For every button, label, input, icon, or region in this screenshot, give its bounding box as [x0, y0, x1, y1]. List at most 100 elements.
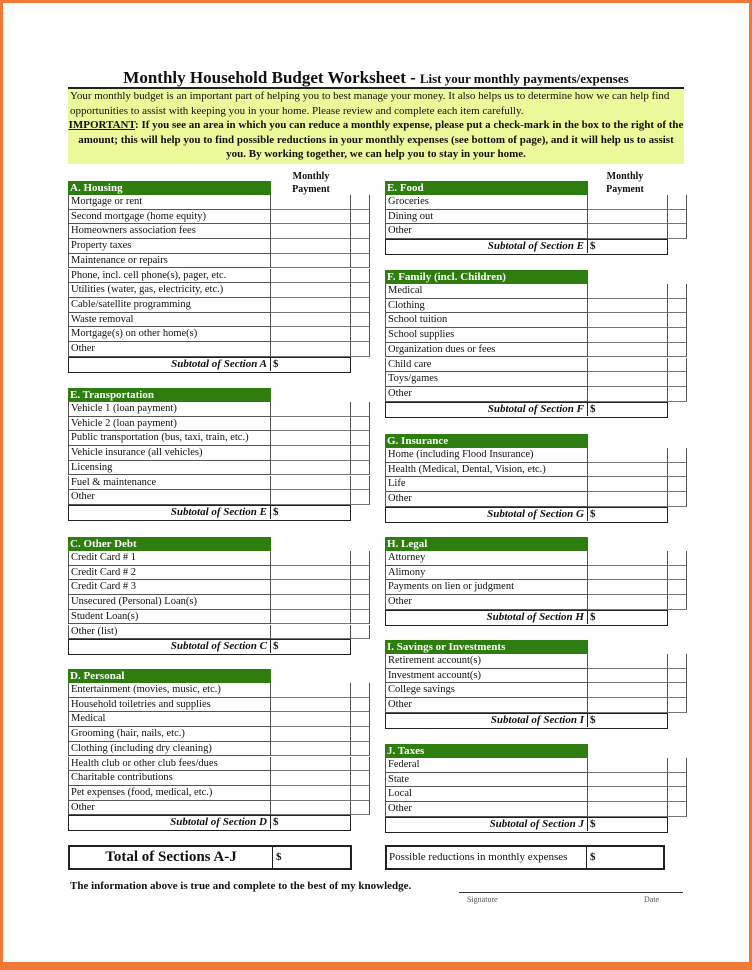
amount-input[interactable]: [271, 490, 351, 505]
amount-input[interactable]: [271, 741, 351, 757]
reduction-checkbox[interactable]: [351, 297, 370, 313]
amount-input[interactable]: [588, 298, 668, 314]
reduction-checkbox[interactable]: [351, 431, 370, 447]
reduction-checkbox[interactable]: [351, 268, 370, 284]
reduction-checkbox[interactable]: [351, 475, 370, 491]
reduction-checkbox[interactable]: [351, 609, 370, 625]
reduction-checkbox[interactable]: [351, 624, 370, 640]
amount-input[interactable]: [271, 224, 351, 240]
amount-input[interactable]: [271, 195, 351, 210]
reduction-checkbox[interactable]: [351, 283, 370, 298]
reduction-checkbox[interactable]: [668, 448, 687, 463]
amount-input[interactable]: [271, 416, 351, 432]
reduction-checkbox[interactable]: [668, 298, 687, 314]
amount-input[interactable]: [588, 342, 668, 358]
amount-input[interactable]: [271, 771, 351, 786]
reduction-checkbox[interactable]: [668, 313, 687, 329]
reduction-checkbox[interactable]: [351, 595, 370, 610]
reduction-checkbox[interactable]: [668, 477, 687, 493]
reduction-checkbox[interactable]: [668, 328, 687, 343]
reduction-checkbox[interactable]: [351, 239, 370, 254]
reduction-checkbox[interactable]: [351, 342, 370, 357]
reduction-checkbox[interactable]: [668, 492, 687, 507]
amount-input[interactable]: [271, 756, 351, 772]
reduction-checkbox[interactable]: [351, 224, 370, 240]
amount-input[interactable]: [588, 758, 668, 773]
amount-input[interactable]: [271, 402, 351, 417]
reduction-checkbox[interactable]: [351, 312, 370, 328]
reduction-checkbox[interactable]: [351, 800, 370, 816]
amount-input[interactable]: [588, 580, 668, 596]
reduction-checkbox[interactable]: [668, 372, 687, 387]
amount-input[interactable]: [271, 565, 351, 581]
amount-input[interactable]: [588, 209, 668, 225]
amount-input[interactable]: [271, 624, 351, 640]
amount-input[interactable]: [588, 787, 668, 803]
reduction-checkbox[interactable]: [668, 551, 687, 566]
reduction-checkbox[interactable]: [351, 416, 370, 432]
reduction-checkbox[interactable]: [351, 195, 370, 210]
amount-input[interactable]: [588, 654, 668, 669]
amount-input[interactable]: [271, 551, 351, 566]
amount-input[interactable]: [588, 565, 668, 581]
amount-input[interactable]: [271, 283, 351, 298]
amount-input[interactable]: [271, 475, 351, 491]
reduction-checkbox[interactable]: [668, 668, 687, 684]
amount-input[interactable]: [588, 462, 668, 478]
reduction-checkbox[interactable]: [351, 209, 370, 225]
amount-input[interactable]: [588, 668, 668, 684]
amount-input[interactable]: [271, 327, 351, 342]
amount-input[interactable]: [588, 386, 668, 402]
amount-input[interactable]: [271, 253, 351, 269]
amount-input[interactable]: [588, 224, 668, 240]
reduction-checkbox[interactable]: [351, 253, 370, 269]
reduction-checkbox[interactable]: [351, 727, 370, 742]
amount-input[interactable]: [271, 209, 351, 225]
amount-input[interactable]: [271, 727, 351, 742]
amount-input[interactable]: [271, 239, 351, 254]
reduction-checkbox[interactable]: [351, 446, 370, 461]
reduction-checkbox[interactable]: [668, 342, 687, 358]
reduction-checkbox[interactable]: [351, 565, 370, 581]
reduction-checkbox[interactable]: [668, 758, 687, 773]
amount-input[interactable]: [271, 460, 351, 476]
reduction-checkbox[interactable]: [668, 357, 687, 373]
reduction-checkbox[interactable]: [351, 785, 370, 801]
amount-input[interactable]: [588, 698, 668, 713]
reduction-checkbox[interactable]: [668, 580, 687, 596]
reduction-checkbox[interactable]: [668, 386, 687, 402]
amount-input[interactable]: [588, 372, 668, 387]
amount-input[interactable]: [271, 697, 351, 713]
amount-input[interactable]: [588, 492, 668, 507]
reduction-checkbox[interactable]: [668, 654, 687, 669]
amount-input[interactable]: [588, 357, 668, 373]
reduction-checkbox[interactable]: [351, 741, 370, 757]
reduction-checkbox[interactable]: [351, 697, 370, 713]
amount-input[interactable]: [271, 342, 351, 357]
signature-line[interactable]: [459, 892, 683, 893]
amount-input[interactable]: [588, 195, 668, 210]
reduction-checkbox[interactable]: [351, 551, 370, 566]
amount-input[interactable]: [588, 595, 668, 610]
amount-input[interactable]: [588, 284, 668, 299]
amount-input[interactable]: [271, 580, 351, 596]
reduction-checkbox[interactable]: [668, 565, 687, 581]
amount-input[interactable]: [588, 477, 668, 493]
amount-input[interactable]: [588, 772, 668, 788]
amount-input[interactable]: [271, 268, 351, 284]
amount-input[interactable]: [588, 313, 668, 329]
amount-input[interactable]: [588, 328, 668, 343]
reduction-checkbox[interactable]: [668, 595, 687, 610]
reduction-checkbox[interactable]: [351, 327, 370, 342]
amount-input[interactable]: [271, 712, 351, 728]
reduction-checkbox[interactable]: [351, 712, 370, 728]
amount-input[interactable]: [588, 683, 668, 699]
reduction-checkbox[interactable]: [668, 772, 687, 788]
amount-input[interactable]: [271, 297, 351, 313]
reduction-checkbox[interactable]: [668, 683, 687, 699]
amount-input[interactable]: [271, 683, 351, 698]
amount-input[interactable]: [271, 595, 351, 610]
reduction-checkbox[interactable]: [351, 771, 370, 786]
amount-input[interactable]: [588, 448, 668, 463]
reduction-checkbox[interactable]: [351, 402, 370, 417]
